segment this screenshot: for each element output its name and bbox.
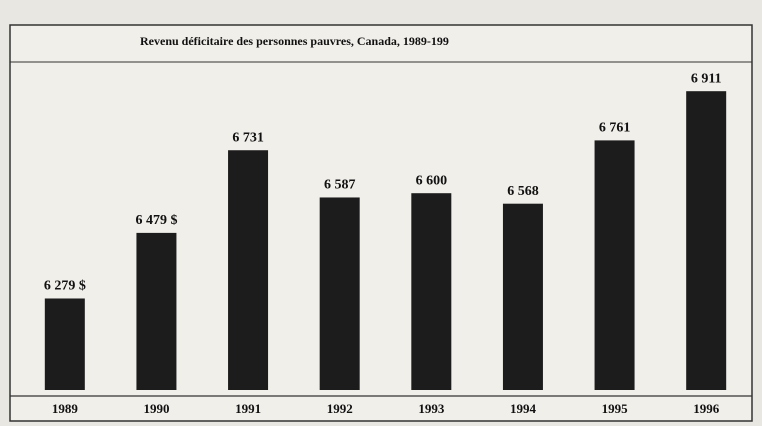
bar xyxy=(44,298,85,390)
bar xyxy=(686,91,727,390)
value-label: 6 279 $ xyxy=(44,279,86,294)
bar xyxy=(228,150,269,390)
x-tick-label: 1992 xyxy=(327,401,353,416)
value-label: 6 761 xyxy=(599,121,631,136)
chart-frame xyxy=(9,24,753,422)
x-tick-label: 1993 xyxy=(418,401,445,416)
bar xyxy=(594,140,635,390)
chart-title: Revenu déficitaire des personnes pauvres… xyxy=(140,34,449,48)
x-tick-label: 1996 xyxy=(693,401,720,416)
x-tick-label: 1995 xyxy=(602,401,629,416)
value-label: 6 911 xyxy=(691,71,722,86)
value-label: 6 731 xyxy=(232,130,264,145)
x-tick-label: 1989 xyxy=(52,401,79,416)
bar xyxy=(136,232,177,390)
x-tick-label: 1994 xyxy=(510,401,537,416)
bar xyxy=(319,197,360,390)
x-tick-label: 1990 xyxy=(143,401,169,416)
x-tick-label: 1991 xyxy=(235,401,261,416)
value-label: 6 568 xyxy=(507,184,539,199)
bar xyxy=(411,193,452,390)
value-label: 6 600 xyxy=(416,173,448,188)
value-label: 6 479 $ xyxy=(135,213,177,228)
value-label: 6 587 xyxy=(324,178,356,193)
bar xyxy=(502,203,543,390)
